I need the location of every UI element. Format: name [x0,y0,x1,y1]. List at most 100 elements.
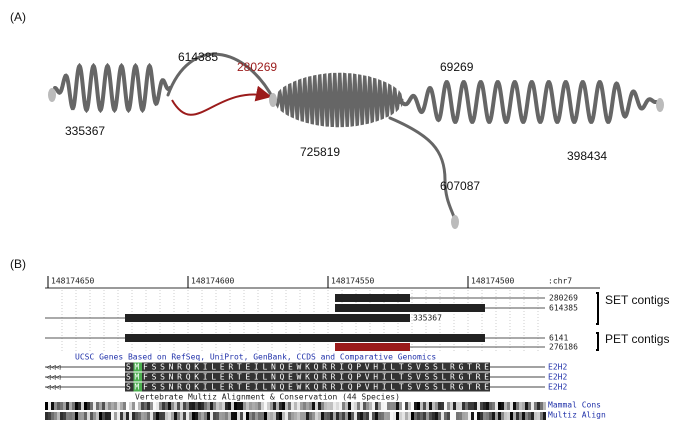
conservation-bar [114,402,117,410]
conservation-bar [87,402,90,410]
conservation-bar [540,412,543,420]
conservation-bar [135,402,138,410]
conservation-bar [369,412,372,420]
conservation-bar [495,412,498,420]
conservation-bar [228,402,231,410]
conservation-bar [147,402,150,410]
conservation-bar [441,412,444,420]
contig-label: 398434 [567,149,607,163]
conservation-bar [360,412,363,420]
conservation-bar [261,402,264,410]
conservation-bar [84,402,87,410]
conservation-bar [396,412,399,420]
contig-bar [125,334,485,342]
conservation-bar [54,402,57,410]
conservation-bar [372,412,375,420]
conservation-bar [201,412,204,420]
conservation-bar [51,402,54,410]
conservation-bar [276,402,279,410]
conservation-bar [276,412,279,420]
conservation-bar [348,412,351,420]
conservation-bar [486,412,489,420]
conservation-bar [264,412,267,420]
conservation-bar [255,412,258,420]
conservation-bar [429,412,432,420]
conservation-bar [399,412,402,420]
conservation-bar [396,402,399,410]
conservation-bar [237,412,240,420]
conservation-bar [237,402,240,410]
group-label: SET contigs [605,293,669,307]
conservation-bar [45,412,48,420]
conservation-bar [174,412,177,420]
conservation-bar [519,412,522,420]
conservation-bar [537,412,540,420]
conservation-bar [312,402,315,410]
contig-end [269,93,277,107]
conservation-bar [429,402,432,410]
conservation-bar [465,412,468,420]
conservation-bar [345,412,348,420]
conservation-bar [411,402,414,410]
conservation-bar [447,402,450,410]
conservation-bar [531,402,534,410]
conservation-bar [75,402,78,410]
conservation-bar [342,412,345,420]
conservation-bar [315,402,318,410]
conservation-bar [330,412,333,420]
panel-label: (B) [10,257,26,271]
conservation-bar [471,402,474,410]
conservation-bar [177,402,180,410]
conservation-bar [528,412,531,420]
exon [125,372,490,382]
conservation-bar [165,412,168,420]
conservation-bar [117,402,120,410]
contig-graph [48,52,664,229]
conservation-bar [273,412,276,420]
conservation-bar [156,402,159,410]
conservation-bar [324,412,327,420]
conservation-bar [282,402,285,410]
conservation-bar [93,402,96,410]
conservation-bar [423,402,426,410]
connector [166,52,276,102]
conservation-bar [327,412,330,420]
bracket [596,332,599,351]
conservation-bar [195,402,198,410]
conservation-bar [186,412,189,420]
conservation-bar [171,412,174,420]
conservation-bar [378,402,381,410]
conservation-bar [375,402,378,410]
conservation-bar [456,402,459,410]
conservation-bar [432,402,435,410]
contig-label: 69269 [440,60,474,74]
contig-label: 280269 [237,60,277,74]
conservation-bar [333,412,336,420]
conservation-bar [333,402,336,410]
conservation-bar [366,412,369,420]
conservation-bar [75,412,78,420]
conservation-bar [279,412,282,420]
conservation-bar [171,402,174,410]
conservation-bar [198,402,201,410]
conservation-bar [360,402,363,410]
contig-wave [274,72,404,128]
conservation-bar [384,402,387,410]
conservation-bar [438,412,441,420]
conservation-bar [288,412,291,420]
conservation-bar [516,402,519,410]
conservation-bar [231,402,234,410]
conservation-bar [483,402,486,410]
conservation-bar [309,402,312,410]
conservation-bar [48,412,51,420]
contig-bar [335,304,485,312]
track-label: 6141 [549,334,568,343]
conservation-bar [222,402,225,410]
contig-label: 335367 [65,124,105,138]
conservation-bar [150,412,153,420]
contig-end [656,98,664,112]
ruler-label: 148174650 [51,277,95,286]
conservation-bar [183,412,186,420]
conservation-bar [477,402,480,410]
conservation-bar [402,412,405,420]
